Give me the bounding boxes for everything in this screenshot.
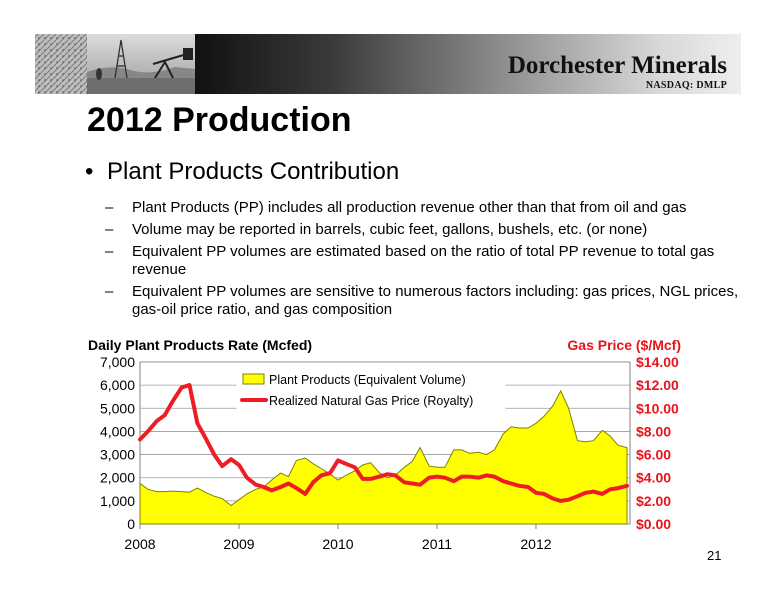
sub-bullet-list: – Plant Products (PP) includes all produc…: [105, 199, 745, 323]
gas-price-line: [138, 383, 629, 503]
left-tick-label: 2,000: [100, 470, 135, 486]
main-bullet-text: Plant Products Contribution: [107, 158, 400, 185]
left-tick-label: 1,000: [100, 493, 135, 509]
right-tick-label: $14.00: [636, 354, 679, 370]
right-tick-label: $6.00: [636, 447, 671, 463]
sub-bullet: – Plant Products (PP) includes all produc…: [105, 199, 745, 217]
sub-bullet: – Equivalent PP volumes are sensitive to …: [105, 283, 745, 319]
legend-box: [236, 366, 506, 414]
x-tick-label: 2008: [124, 536, 155, 552]
left-tick-label: 3,000: [100, 447, 135, 463]
right-axis-title: Gas Price ($/Mcf): [567, 337, 681, 353]
sub-bullet-text: Equivalent PP volumes are sensitive to n…: [132, 283, 739, 318]
sub-bullet-text: Volume may be reported in barrels, cubic…: [132, 221, 648, 238]
company-name: Dorchester Minerals: [507, 52, 727, 79]
sub-bullet: – Volume may be reported in barrels, cubi…: [105, 221, 745, 239]
left-tick-label: 7,000: [100, 354, 135, 370]
x-tick-label: 2012: [520, 536, 551, 552]
oilfield-photo: [35, 34, 195, 94]
x-tick-label: 2010: [322, 536, 353, 552]
right-tick-label: $12.00: [636, 377, 679, 393]
left-tick-label: 5,000: [100, 400, 135, 416]
page-number: 21: [707, 548, 722, 563]
banner-gradient: [195, 34, 741, 94]
left-axis-title: Daily Plant Products Rate (Mcfed): [88, 337, 312, 353]
left-tick-label: 0: [127, 516, 135, 532]
right-tick-label: $10.00: [636, 400, 679, 416]
dash: –: [105, 221, 114, 238]
bullet-dot: •: [85, 158, 94, 185]
right-tick-label: $2.00: [636, 493, 671, 509]
dash: –: [105, 199, 114, 216]
sub-bullet-text: Equivalent PP volumes are estimated base…: [132, 243, 715, 278]
ticker-symbol: NASDAQ: DMLP: [645, 80, 727, 91]
x-tick-label: 2009: [223, 536, 254, 552]
legend-label: Realized Natural Gas Price (Royalty): [269, 394, 473, 408]
left-tick-label: 6,000: [100, 377, 135, 393]
header-banner: Dorchester Minerals NASDAQ: DMLP: [35, 34, 741, 94]
main-bullet: • Plant Products Contribution: [85, 158, 399, 186]
x-tick-label: 2011: [422, 536, 452, 552]
sub-bullet: – Equivalent PP volumes are estimated bas…: [105, 243, 745, 279]
dash: –: [105, 283, 114, 300]
slide-title: 2012 Production: [87, 101, 352, 139]
right-tick-label: $8.00: [636, 423, 671, 439]
left-tick-label: 4,000: [100, 423, 135, 439]
legend-label: Plant Products (Equivalent Volume): [269, 373, 466, 387]
plant-products-area: [139, 389, 628, 525]
right-tick-label: $0.00: [636, 516, 671, 532]
sub-bullet-text: Plant Products (PP) includes all product…: [132, 199, 687, 216]
right-tick-label: $4.00: [636, 470, 671, 486]
dash: –: [105, 243, 114, 260]
legend-swatch-area: [242, 373, 265, 385]
